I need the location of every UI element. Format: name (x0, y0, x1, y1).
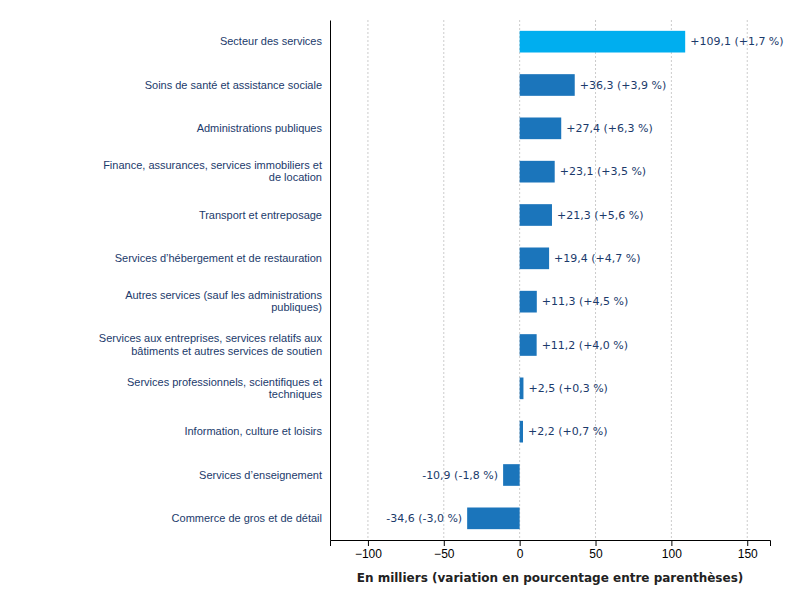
y-tick: Autres services (sauf les administration… (125, 289, 330, 313)
x-tick: 150 (738, 540, 758, 561)
category-label: Soins de santé et assistance sociale (145, 79, 322, 91)
y-axis: Secteur des services Soins de santé et as… (99, 21, 331, 541)
category-label-line: de location (269, 171, 322, 183)
bar (503, 464, 520, 486)
category-label: Administrations publiques (197, 122, 323, 134)
x-tick-label: 150 (738, 547, 758, 561)
x-tick: −50 (434, 540, 455, 561)
x-tick-label: 100 (662, 547, 682, 561)
chart: −100 −50 0 50 100 150 Secteur des services Soin… (0, 0, 800, 600)
grid-line (519, 20, 520, 540)
data-label: +2,2 (+0,7 %) (528, 425, 607, 438)
category-label: Services aux entreprises, services relat… (99, 332, 323, 356)
category-label-line: Secteur des services (220, 35, 323, 47)
category-label-line: Information, culture et loisirs (184, 425, 322, 437)
data-label: +21,3 (+5,6 %) (557, 209, 643, 222)
bar (520, 31, 686, 53)
bar (520, 291, 537, 313)
category-label: Services d’enseignement (199, 469, 322, 481)
y-tick: Administrations publiques (197, 122, 330, 134)
x-tick-mark (671, 540, 672, 546)
category-label-line: Autres services (sauf les administration… (125, 289, 322, 301)
category-label: Services professionnels, scientifiques e… (127, 376, 323, 400)
bar (520, 161, 555, 183)
y-tick: Secteur des services (220, 35, 330, 47)
category-label-line: Services professionnels, scientifiques e… (127, 376, 322, 388)
bar (467, 508, 519, 530)
y-axis-line (330, 21, 331, 541)
data-label: +27,4 (+6,3 %) (566, 122, 652, 135)
category-label-line: Administrations publiques (197, 122, 323, 134)
y-tick: Soins de santé et assistance sociale (145, 79, 330, 91)
data-label: +2,5 (+0,3 %) (528, 382, 607, 395)
x-tick-label: 50 (589, 547, 603, 561)
category-label-line: Services aux entreprises, services relat… (99, 332, 323, 344)
y-tick: Services professionnels, scientifiques e… (127, 376, 330, 400)
x-tick: 0 (517, 540, 524, 561)
y-tick: Finance, assurances, services immobilier… (103, 159, 330, 183)
y-tick: Information, culture et loisirs (184, 425, 330, 437)
x-axis-title: En milliers (variation en pourcentage en… (357, 571, 744, 585)
category-label: Secteur des services (220, 35, 323, 47)
x-tick-label: 0 (517, 547, 524, 561)
data-label: +109,1 (+1,7 %) (690, 35, 783, 48)
x-tick: 50 (589, 540, 603, 561)
data-label: +11,2 (+4,0 %) (542, 339, 628, 352)
grid-line (747, 20, 748, 540)
grid-line (595, 20, 596, 540)
bar (520, 204, 552, 226)
category-label-line: Services d’enseignement (199, 469, 322, 481)
category-label: Transport et entreposage (199, 209, 322, 221)
bar (520, 248, 549, 270)
grid (368, 20, 747, 540)
y-tick: Commerce de gros et de détail (172, 512, 330, 524)
x-tick-mark (520, 540, 521, 546)
x-tick-mark (444, 540, 445, 546)
bar (520, 378, 524, 400)
data-label: +23,1 (+3,5 %) (560, 165, 646, 178)
category-label: Information, culture et loisirs (184, 425, 322, 437)
category-label-line: Transport et entreposage (199, 209, 322, 221)
category-label: Finance, assurances, services immobilier… (103, 159, 322, 183)
category-label-line: Finance, assurances, services immobilier… (103, 159, 322, 171)
grid-line (671, 20, 672, 540)
grid-line (367, 20, 368, 540)
y-tick: Services d’hébergement et de restauratio… (115, 252, 330, 264)
y-tick: Transport et entreposage (199, 209, 330, 221)
plot: −100 −50 0 50 100 150 Secteur des services Soin… (99, 20, 784, 585)
x-axis-line (331, 541, 771, 547)
x-tick-label: −100 (355, 547, 382, 561)
category-label: Commerce de gros et de détail (172, 512, 322, 524)
data-label: -10,9 (-1,8 %) (422, 469, 498, 482)
data-label: +36,3 (+3,9 %) (580, 79, 666, 92)
category-label-line: techniques (269, 388, 323, 400)
y-tick: Services d’enseignement (199, 469, 330, 481)
grid-line (443, 20, 444, 540)
category-label-line: publiques) (271, 301, 322, 313)
x-tick: 100 (662, 540, 682, 561)
category-label-line: Services d’hébergement et de restauratio… (115, 252, 322, 264)
category-label: Autres services (sauf les administration… (125, 289, 322, 313)
data-label: -34,6 (-3,0 %) (386, 512, 462, 525)
data-label: +19,4 (+4,7 %) (554, 252, 640, 265)
x-tick-label: −50 (434, 547, 455, 561)
category-label-line: Soins de santé et assistance sociale (145, 79, 322, 91)
x-tick-mark (747, 540, 748, 546)
x-axis: −100 −50 0 50 100 150 (331, 540, 771, 561)
bars (467, 31, 685, 529)
bar (520, 118, 562, 140)
category-label-line: Commerce de gros et de détail (172, 512, 322, 524)
data-label: +11,3 (+4,5 %) (542, 295, 628, 308)
x-tick: −100 (355, 540, 382, 561)
bar (520, 334, 537, 356)
data-labels: +109,1 (+1,7 %) +36,3 (+3,9 %) +27,4 (+6,3… (386, 35, 783, 525)
bar (520, 74, 575, 96)
x-tick-mark (368, 540, 369, 546)
category-label: Services d’hébergement et de restauratio… (115, 252, 322, 264)
bar (520, 421, 523, 443)
category-label-line: bâtiments et autres services de soutien (131, 345, 322, 357)
x-tick-mark (596, 540, 597, 546)
y-tick: Services aux entreprises, services relat… (99, 332, 330, 356)
